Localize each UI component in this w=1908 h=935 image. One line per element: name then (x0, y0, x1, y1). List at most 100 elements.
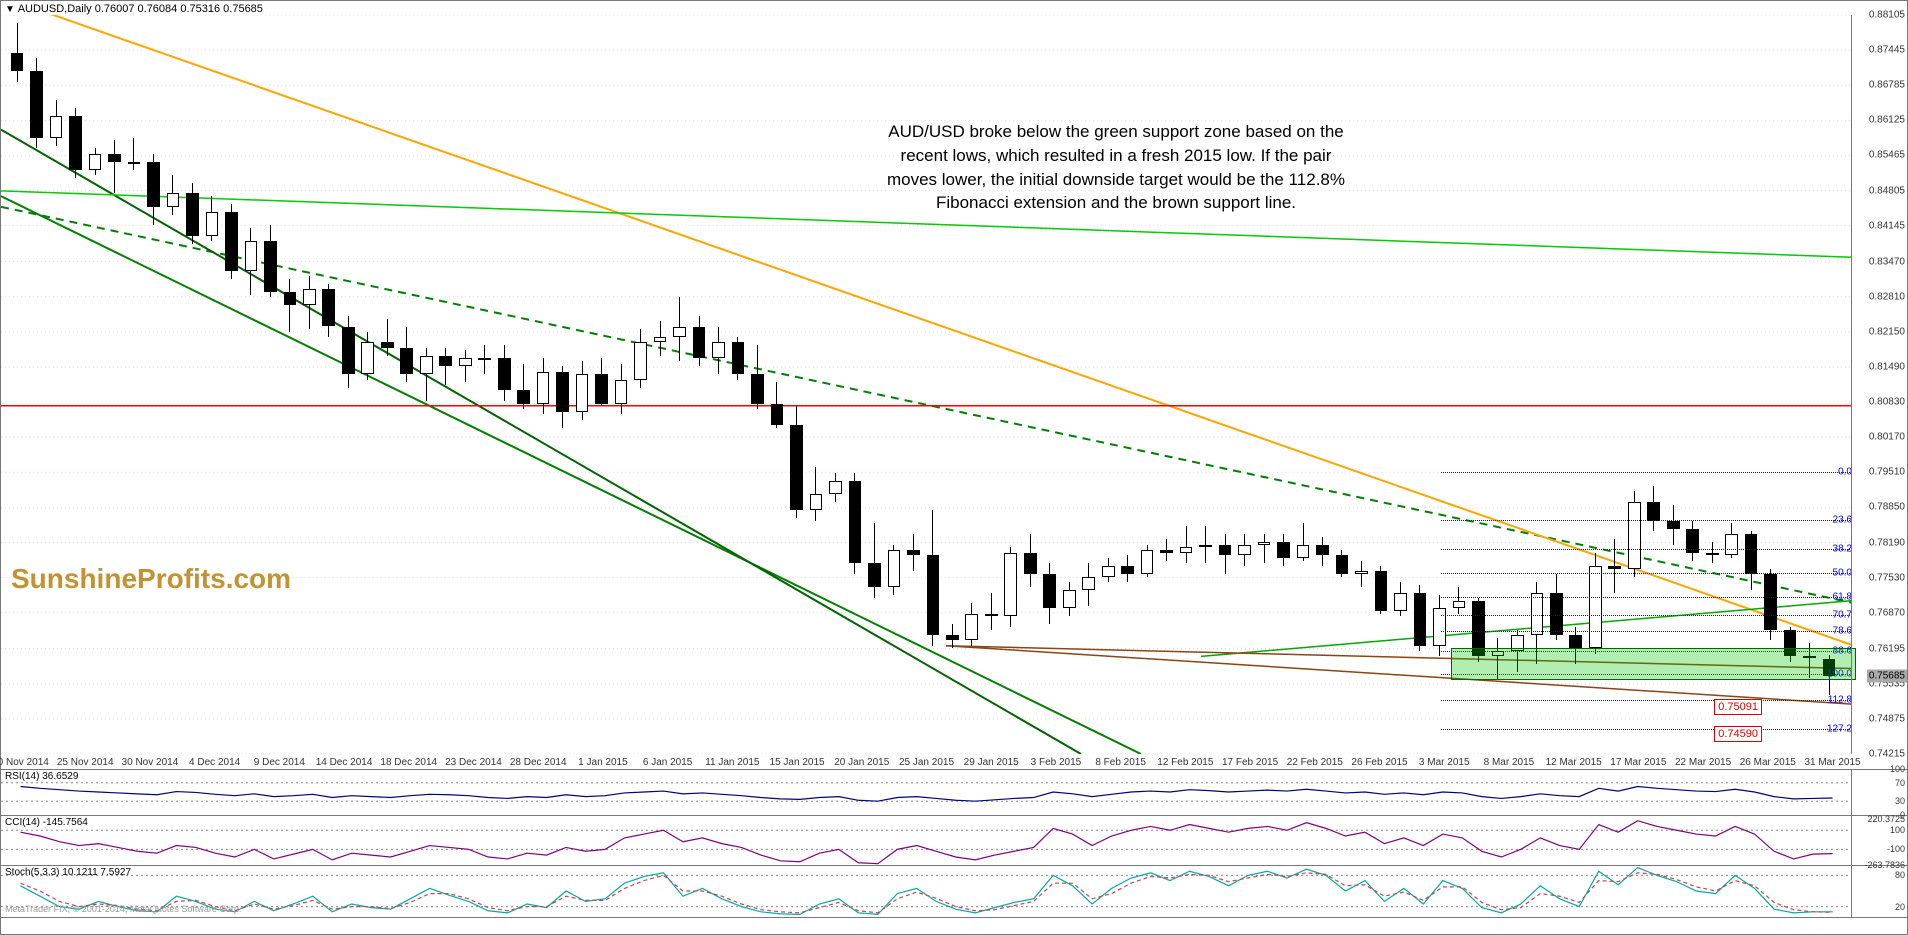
indicator-pane-rsi[interactable]: RSI(14) 36.6529 10070300 (1, 769, 1907, 816)
x-tick-label: 26 Feb 2015 (1351, 757, 1407, 768)
y-tick-label: 0.76195 (1869, 643, 1905, 654)
y-tick-label: 0.79510 (1869, 467, 1905, 478)
ind-label: CCI(14) -145.7564 (5, 817, 88, 828)
price-pane[interactable]: 0.0 23.6 38.2 50.0 61.8 70.7 78.6 88.6 1… (1, 1, 1907, 770)
x-tick-label: 3 Feb 2015 (1031, 757, 1082, 768)
candle (89, 15, 102, 754)
x-tick-label: 31 Mar 2015 (1804, 757, 1860, 768)
candle (400, 15, 413, 754)
candle (1823, 15, 1836, 754)
x-tick-label: 30 Nov 2014 (122, 757, 179, 768)
target-box: 0.74590 (1714, 726, 1762, 742)
y-tick-label: 0.87445 (1869, 45, 1905, 56)
x-tick-label: 9 Dec 2014 (254, 757, 305, 768)
ind-ytick: 220.3725 (1867, 814, 1905, 824)
candle (206, 15, 219, 754)
candle (732, 15, 745, 754)
fib-line (1441, 631, 1852, 632)
y-tick-label: 0.77530 (1869, 572, 1905, 583)
candle (342, 15, 355, 754)
candle (322, 15, 335, 754)
x-tick-label: 25 Nov 2014 (57, 757, 114, 768)
y-tick-label: 0.88105 (1869, 10, 1905, 21)
x-tick-label: 17 Feb 2015 (1222, 757, 1278, 768)
x-tick-label: 12 Feb 2015 (1157, 757, 1213, 768)
x-tick-label: 26 Mar 2015 (1740, 757, 1796, 768)
y-tick-label: 0.80170 (1869, 432, 1905, 443)
candle (284, 15, 297, 754)
fib-label: 0.0 (1838, 467, 1852, 478)
candle (1706, 15, 1719, 754)
ind-yaxis: 8020 (1851, 865, 1907, 917)
candle (595, 15, 608, 754)
support-zone (1451, 648, 1856, 679)
y-tick-label: 0.76870 (1869, 607, 1905, 618)
ind-label: Stoch(5,3,3) 10.1211 7.5927 (5, 867, 131, 878)
y-tick-label: 0.80830 (1869, 397, 1905, 408)
fib-line (1441, 597, 1852, 598)
candle (1589, 15, 1602, 754)
candle (439, 15, 452, 754)
candle (1453, 15, 1466, 754)
candle (1725, 15, 1738, 754)
y-tick-label: 0.81490 (1869, 361, 1905, 372)
candle (498, 15, 511, 754)
candle (1531, 15, 1544, 754)
candle (751, 15, 764, 754)
candle (1492, 15, 1505, 754)
y-tick-label: 0.85465 (1869, 150, 1905, 161)
candle (634, 15, 647, 754)
watermark: SunshineProfits.com (11, 563, 291, 595)
candle (478, 15, 491, 754)
y-tick-label: 0.82810 (1869, 291, 1905, 302)
candle (1608, 15, 1621, 754)
candle (1569, 15, 1582, 754)
ind-ytick: 100 (1890, 764, 1905, 774)
candle (1628, 15, 1641, 754)
fib-line (1441, 615, 1852, 616)
ind-label: RSI(14) 36.6529 (5, 771, 78, 782)
indicator-pane-stoch[interactable]: Stoch(5,3,3) 10.1211 7.5927 8020 (1, 865, 1907, 918)
x-tick-label: 25 Jan 2015 (899, 757, 954, 768)
y-tick-label: 0.74875 (1869, 713, 1905, 724)
ind-yaxis: 220.3725100-100-263.7836 (1851, 815, 1907, 865)
indicator-pane-cci[interactable]: CCI(14) -145.7564 220.3725100-100-263.78… (1, 815, 1907, 866)
y-tick-label: 0.86785 (1869, 80, 1905, 91)
fib-label: 70.7 (1833, 609, 1852, 620)
x-tick-label: 8 Feb 2015 (1095, 757, 1146, 768)
fib-line (1441, 472, 1852, 473)
candle (69, 15, 82, 754)
fib-label: 38.2 (1833, 544, 1852, 555)
ind-ytick: -100 (1887, 844, 1905, 854)
x-tick-label: 17 Mar 2015 (1610, 757, 1666, 768)
candle (615, 15, 628, 754)
candle (1472, 15, 1485, 754)
candle (537, 15, 550, 754)
x-tick-label: 18 Dec 2014 (380, 757, 437, 768)
ind-yaxis: 10070300 (1851, 769, 1907, 815)
candle (556, 15, 569, 754)
candle (1550, 15, 1563, 754)
candle (264, 15, 277, 754)
y-tick-label: 0.84805 (1869, 185, 1905, 196)
x-tick-label: 22 Mar 2015 (1675, 757, 1731, 768)
fib-line (1441, 520, 1852, 521)
x-tick-label: 12 Mar 2015 (1546, 757, 1602, 768)
y-tick-label: 0.82150 (1869, 326, 1905, 337)
x-tick-label: 20 Nov 2014 (0, 757, 49, 768)
x-tick-label: 8 Mar 2015 (1484, 757, 1535, 768)
ind-ytick: 20 (1895, 902, 1905, 912)
candle (1745, 15, 1758, 754)
candle (11, 15, 24, 754)
candle (673, 15, 686, 754)
candle (420, 15, 433, 754)
candle (303, 15, 316, 754)
candle (1803, 15, 1816, 754)
current-price-marker: 0.75685 (1867, 669, 1907, 682)
candle (576, 15, 589, 754)
ind-ytick: 70 (1895, 778, 1905, 788)
y-tick-label: 0.78850 (1869, 502, 1905, 513)
candle (517, 15, 530, 754)
candle (108, 15, 121, 754)
fib-line (1441, 549, 1852, 550)
